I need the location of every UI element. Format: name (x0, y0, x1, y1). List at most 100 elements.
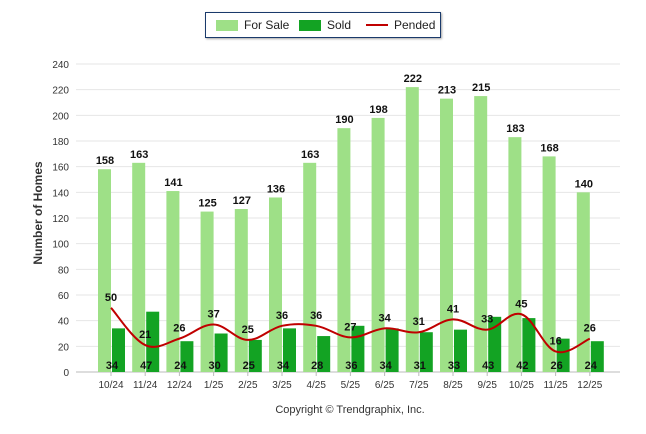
bar-for-sale[interactable] (337, 128, 351, 372)
y-tick-label: 140 (52, 188, 69, 199)
y-tick-label: 160 (52, 163, 69, 174)
y-tick-label: 220 (52, 86, 69, 97)
bar-for-sale[interactable] (132, 162, 146, 372)
label-for-sale: 163 (301, 149, 319, 161)
label-sold: 34 (379, 360, 392, 372)
legend-item-sold[interactable]: Sold (299, 18, 351, 32)
label-pended: 36 (310, 310, 322, 322)
legend-item-pended[interactable]: Pended (366, 18, 435, 32)
label-sold: 42 (516, 360, 528, 372)
x-tick-label: 1/25 (204, 380, 224, 391)
pended-line-path[interactable] (110, 307, 591, 354)
legend-label-sold: Sold (327, 18, 352, 32)
label-for-sale: 141 (164, 177, 182, 189)
label-pended: 26 (173, 323, 185, 335)
x-tick-label: 11/25 (543, 380, 568, 391)
bar-sold[interactable] (556, 338, 570, 372)
x-tick-label: 2/25 (238, 380, 258, 391)
label-for-sale: 222 (404, 73, 422, 85)
x-tick-label: 12/25 (577, 380, 602, 391)
bar-for-sale[interactable] (576, 192, 590, 372)
label-for-sale: 125 (198, 198, 216, 210)
bar-for-sale[interactable] (508, 137, 522, 372)
label-sold: 31 (414, 360, 426, 372)
bar-for-sale[interactable] (166, 191, 180, 372)
x-tick-label: 7/25 (409, 380, 429, 391)
label-for-sale: 183 (506, 123, 524, 135)
legend: For Sale Sold Pended (205, 12, 441, 38)
bar-sold[interactable] (146, 311, 160, 372)
label-pended: 25 (242, 324, 254, 336)
bar-for-sale[interactable] (234, 209, 248, 372)
legend-item-for-sale[interactable]: For Sale (216, 18, 289, 32)
y-tick-label: 40 (58, 317, 70, 328)
data-labels: 158 34 163 47 141 24 125 30 127 25 136 34 163 28 190 36… (96, 73, 598, 372)
label-sold: 34 (277, 360, 290, 372)
label-pended: 34 (378, 312, 391, 324)
label-pended: 27 (344, 321, 356, 333)
y-tick-label: 100 (52, 240, 69, 251)
bar-for-sale[interactable] (98, 169, 111, 372)
label-sold: 43 (482, 360, 494, 372)
bar-sold[interactable] (385, 328, 399, 372)
label-sold: 30 (208, 360, 220, 372)
bar-sold[interactable] (522, 318, 536, 372)
y-tick-label: 180 (52, 137, 69, 148)
bar-for-sale[interactable] (474, 96, 488, 372)
bar-for-sale[interactable] (371, 117, 385, 373)
label-for-sale: 158 (96, 155, 114, 167)
label-sold: 47 (140, 360, 152, 372)
bar-for-sale[interactable] (303, 162, 317, 372)
bar-sold[interactable] (248, 339, 262, 372)
bar-sold[interactable] (590, 341, 604, 372)
bar-for-sale[interactable] (440, 98, 453, 373)
legend-label-pended: Pended (394, 18, 436, 32)
bar-sold[interactable] (283, 328, 296, 372)
bar-for-sale[interactable] (405, 87, 419, 372)
label-sold: 34 (106, 360, 119, 372)
label-for-sale: 136 (267, 183, 285, 195)
legend-swatch-for-sale (216, 19, 238, 31)
x-tick-label: 10/25 (509, 380, 534, 391)
label-pended: 50 (105, 292, 117, 304)
label-pended: 41 (447, 303, 459, 315)
bar-sold[interactable] (488, 316, 502, 372)
bar-for-sale[interactable] (200, 211, 214, 372)
label-for-sale: 168 (540, 142, 558, 154)
y-axis-title: Number of Homes (31, 161, 45, 265)
y-tick-label: 200 (52, 111, 69, 122)
y-tick-label: 20 (58, 342, 70, 353)
y-tick-label: 80 (58, 265, 70, 276)
bar-sold[interactable] (214, 333, 228, 373)
bar-sold[interactable] (419, 332, 433, 372)
label-sold: 24 (174, 360, 187, 372)
x-axis-ticks: 10/24 11/24 12/24 1/25 2/25 3/25 4/25 5/25 6/25 7… (98, 372, 603, 391)
bar-sold[interactable] (180, 341, 194, 372)
bar-for-sale[interactable] (542, 156, 556, 372)
label-pended: 31 (413, 316, 425, 328)
label-for-sale: 213 (438, 85, 456, 97)
label-pended: 26 (584, 323, 596, 335)
label-pended: 21 (139, 329, 151, 341)
x-tick-label: 5/25 (341, 380, 361, 391)
legend-swatch-sold (299, 19, 321, 31)
x-tick-label: 4/25 (306, 380, 326, 391)
x-tick-label: 8/25 (443, 380, 463, 391)
x-tick-label: 10/24 (98, 380, 123, 391)
x-tick-label: 3/25 (272, 380, 292, 391)
y-tick-label: 120 (52, 214, 69, 225)
legend-swatch-pended (366, 24, 388, 26)
bar-sold[interactable] (112, 328, 125, 372)
y-axis-ticks: 0 20 40 60 80 100 120 140 160 180 200 220 240 (52, 60, 69, 379)
y-tick-label: 240 (52, 60, 69, 71)
bar-sold[interactable] (317, 336, 331, 372)
bar-sold[interactable] (454, 329, 467, 372)
label-sold: 24 (585, 360, 598, 372)
label-for-sale: 163 (130, 149, 148, 161)
label-pended: 45 (515, 298, 527, 310)
bar-for-sale[interactable] (269, 197, 282, 372)
copyright-text: Copyright © Trendgraphix, Inc. (275, 404, 424, 416)
label-pended: 36 (276, 310, 288, 322)
label-for-sale: 127 (233, 195, 251, 207)
